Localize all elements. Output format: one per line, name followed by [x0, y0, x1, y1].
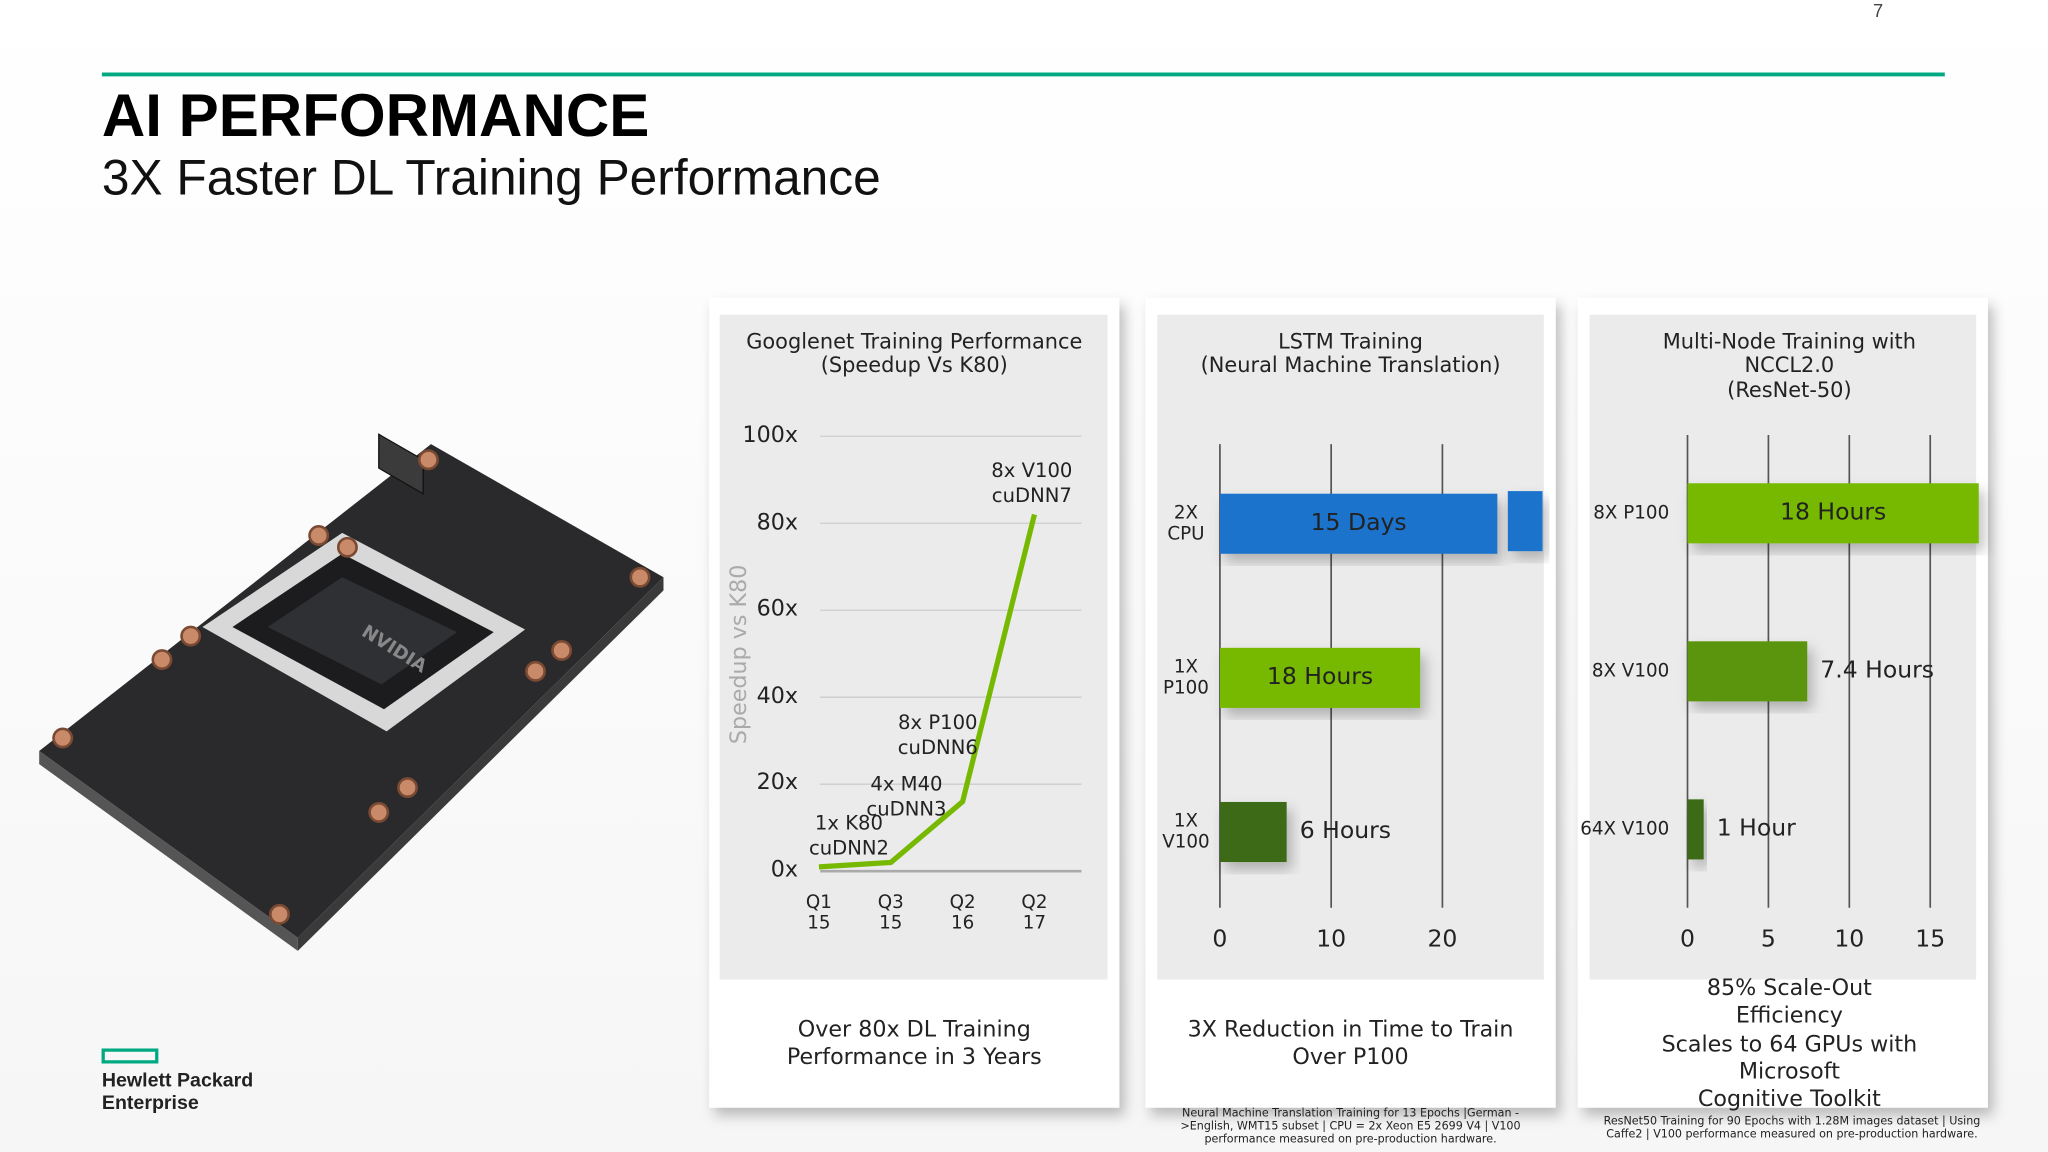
bar-label: 18 Hours — [1266, 663, 1374, 691]
chart-title: Googlenet Training Performance (Speedup … — [746, 329, 1083, 378]
y-tick-label: 0x — [770, 857, 799, 884]
bar-label: 7.4 Hours — [1820, 656, 1935, 684]
bar-label: 15 Days — [1310, 508, 1407, 537]
bar — [1687, 483, 1979, 544]
page-number: 7 — [1872, 0, 1884, 21]
bar — [1687, 641, 1808, 702]
bar — [1219, 493, 1498, 554]
bar-break-end — [1507, 491, 1543, 552]
y-tick-label: 80x — [756, 509, 799, 536]
y-tick-label: 1X P100 — [1162, 656, 1209, 699]
x-tick-label: Q3 15 — [877, 892, 904, 934]
y-tick-label: 40x — [756, 683, 799, 710]
x-tick-label: 0 — [1680, 925, 1695, 954]
logo-mark — [101, 1048, 159, 1064]
y-tick-label: 60x — [756, 596, 799, 623]
x-tick-label: Q2 17 — [1021, 892, 1048, 934]
bar-label: 6 Hours — [1299, 817, 1392, 845]
y-axis-label: Speedup vs K80 — [726, 563, 753, 744]
bar-label: 1 Hour — [1716, 814, 1796, 842]
bar — [1219, 647, 1421, 708]
y-tick-label: 8X P100 — [1593, 502, 1670, 524]
gpu-image: NVIDIA — [39, 433, 664, 951]
subtitle: 3X Faster DL Training Performance — [101, 151, 881, 207]
bar — [1687, 799, 1704, 860]
plot-panel — [719, 314, 1108, 980]
y-tick-label: 2X CPU — [1167, 502, 1205, 545]
y-tick-label: 20x — [756, 770, 799, 797]
title: AI PERFORMANCE — [101, 80, 650, 149]
x-tick-label: 5 — [1760, 925, 1776, 954]
y-tick-label: 1X V100 — [1162, 810, 1210, 853]
point-label: 4x M40 cuDNN3 — [866, 772, 947, 821]
caption: Over 80x DL Training Performance in 3 Ye… — [786, 1017, 1042, 1072]
x-tick-label: 0 — [1212, 925, 1228, 954]
point-label: 8x P100 cuDNN6 — [897, 710, 978, 759]
caption: 3X Reduction in Time to Train Over P100 — [1187, 1017, 1514, 1072]
y-tick-label: 100x — [742, 422, 799, 449]
plot-panel — [1157, 314, 1544, 980]
chart-title: LSTM Training (Neural Machine Translatio… — [1200, 329, 1501, 378]
footnote: Neural Machine Translation Training for … — [1180, 1107, 1521, 1147]
logo-text: Hewlett Packard Enterprise — [101, 1069, 254, 1114]
point-label: 1x K80 cuDNN2 — [808, 811, 890, 860]
point-label: 8x V100 cuDNN7 — [991, 458, 1073, 507]
x-tick-label: 10 — [1316, 925, 1347, 954]
bar — [1219, 801, 1287, 863]
line — [818, 513, 1037, 870]
footnote: ResNet50 Training for 90 Epochs with 1.2… — [1603, 1115, 1981, 1142]
y-tick-label: 64X V100 — [1580, 818, 1670, 840]
x-tick-label: 10 — [1834, 925, 1865, 954]
bar-label: 18 Hours — [1779, 498, 1887, 526]
x-tick-label: Q1 15 — [805, 892, 832, 934]
caption: 85% Scale-Out Efficiency Scales to 64 GP… — [1661, 975, 1918, 1113]
x-tick-label: Q2 16 — [949, 892, 976, 934]
x-tick-label: 15 — [1915, 925, 1946, 954]
chart-title: Multi-Node Training with NCCL2.0 (ResNet… — [1662, 329, 1916, 402]
y-tick-label: 8X V100 — [1591, 660, 1670, 682]
x-tick-label: 20 — [1427, 925, 1458, 954]
